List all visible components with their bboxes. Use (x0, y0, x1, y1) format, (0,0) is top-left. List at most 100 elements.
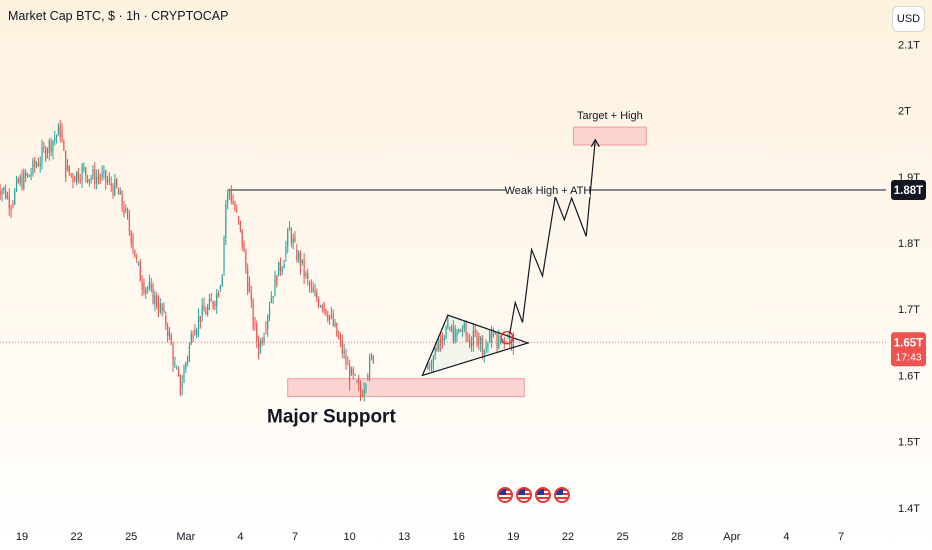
candle-body (501, 339, 504, 341)
candle-body (19, 177, 21, 184)
candle-body (85, 167, 87, 176)
candle-body (106, 181, 109, 183)
currency-button[interactable]: USD (892, 6, 925, 32)
candle-body (81, 165, 83, 181)
candle-body (48, 140, 50, 153)
x-tick-label: 4 (783, 531, 789, 543)
triangle-pattern[interactable] (421, 314, 530, 377)
candle-body (361, 395, 363, 397)
candle-body (8, 195, 10, 209)
candle-body (429, 365, 431, 367)
candle-body (1, 190, 3, 196)
candle-body (86, 175, 89, 182)
candle-body (509, 334, 511, 345)
candle-body (197, 315, 200, 331)
us-flag-icon[interactable] (535, 487, 551, 503)
candle-body (117, 190, 120, 195)
candle-body (443, 338, 445, 342)
candle-body (334, 323, 336, 326)
candle-body (148, 282, 150, 288)
candle-body (314, 291, 316, 296)
candle-body (268, 307, 271, 317)
bar-countdown: 17:43 (895, 351, 921, 363)
candle-body (181, 382, 183, 389)
candle-body (88, 179, 90, 182)
target-zone[interactable] (572, 126, 647, 146)
economic-events[interactable] (497, 487, 570, 503)
candle-body (128, 217, 130, 232)
candle-body (503, 339, 505, 343)
candle-body (336, 323, 338, 336)
candle-body (236, 209, 238, 212)
candle-body (159, 303, 161, 313)
candle-body (219, 286, 221, 290)
candle-body (288, 226, 291, 231)
candle-body (447, 320, 449, 328)
candle-body (456, 332, 458, 336)
candle-body (367, 375, 369, 378)
candle-body (308, 282, 311, 286)
candle-body (6, 195, 9, 199)
x-tick-label: 25 (125, 531, 137, 543)
candle-body (321, 306, 323, 309)
candle-body (496, 332, 498, 349)
candle-body (438, 339, 440, 351)
projection-path[interactable] (509, 139, 596, 334)
candle-body (500, 340, 502, 343)
x-tick-label: 7 (838, 531, 844, 543)
candle-body (174, 364, 176, 366)
candle-body (179, 374, 181, 394)
candle-body (467, 335, 469, 340)
candle-body (343, 350, 345, 354)
candle-body (165, 315, 167, 326)
candle-body (26, 173, 29, 177)
candle-body (214, 302, 216, 307)
candle-body (34, 160, 36, 167)
candle-body (12, 203, 14, 205)
candle-body (252, 300, 254, 328)
candle-body (25, 172, 27, 177)
candle-body (299, 252, 302, 268)
candle-body (478, 335, 480, 345)
candle-body (270, 297, 272, 303)
support-zone[interactable] (287, 378, 525, 398)
x-tick-label: 19 (507, 531, 519, 543)
candle-body (132, 236, 134, 250)
x-tick-label: 13 (398, 531, 410, 543)
candle-body (136, 257, 138, 259)
candle-body (119, 191, 121, 195)
candle-body (103, 170, 105, 173)
candle-body (454, 328, 456, 342)
us-flag-icon[interactable] (497, 487, 513, 503)
candle-body (217, 293, 220, 297)
candle-body (59, 125, 61, 137)
candle-body (207, 306, 209, 315)
candle-body (480, 337, 482, 345)
candle-body (305, 272, 307, 277)
candle-body (125, 208, 127, 210)
candle-body (465, 323, 467, 336)
us-flag-icon[interactable] (516, 487, 532, 503)
candle-body (470, 342, 473, 345)
candle-body (312, 286, 314, 293)
x-tick-label: 16 (453, 531, 465, 543)
candle-body (472, 330, 474, 345)
candle-body (290, 229, 292, 244)
candle-body (152, 284, 154, 304)
candle-body (130, 231, 132, 245)
candle-body (307, 272, 309, 279)
candle-body (157, 302, 160, 313)
candle-body (145, 288, 147, 294)
us-flag-icon[interactable] (554, 487, 570, 503)
candle-body (258, 341, 260, 356)
candle-body (167, 325, 169, 337)
candle-body (35, 164, 38, 167)
breakout-circle[interactable] (500, 330, 514, 345)
candle-body (116, 179, 118, 187)
candle-body (92, 169, 94, 177)
candle-body (352, 368, 354, 375)
candle-body (476, 332, 478, 345)
candle-body (294, 238, 296, 241)
candle-body (10, 208, 12, 211)
